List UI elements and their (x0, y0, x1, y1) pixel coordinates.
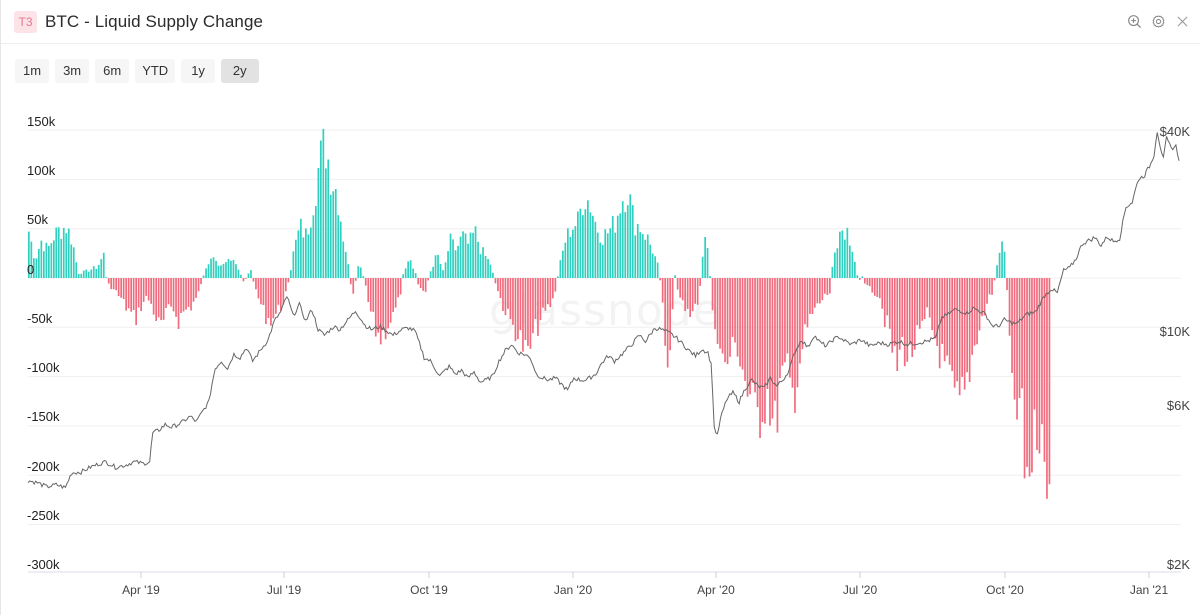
x-tick-label: Jan '20 (553, 583, 593, 597)
range-2y-button[interactable]: 2y (220, 59, 259, 83)
x-tick-label: Jul '20 (842, 583, 878, 597)
gear-icon[interactable] (1149, 12, 1167, 30)
x-tick-label: Apr '20 (697, 583, 735, 597)
panel-header: T3 BTC - Liquid Supply Change (1, 0, 1200, 44)
supply-change-bars (28, 128, 1051, 499)
y-tick-label: -150k (27, 409, 60, 424)
x-tick-label: Jul '19 (266, 583, 302, 597)
range-ytd-button[interactable]: YTD (135, 59, 176, 83)
header-actions (1125, 12, 1191, 30)
zoom-in-icon[interactable] (1125, 12, 1143, 30)
y-tick-label: 50k (27, 212, 48, 227)
x-tick-label: Apr '19 (122, 583, 160, 597)
tier-badge: T3 (14, 11, 37, 33)
y-tick-label: 100k (27, 163, 56, 178)
y-tick-label: 150k (27, 114, 56, 129)
y-tick-label: -200k (27, 459, 60, 474)
right-axis-label: $10K (1159, 324, 1190, 339)
x-tick-label: Oct '20 (986, 583, 1024, 597)
chart-title: BTC - Liquid Supply Change (45, 12, 264, 31)
right-axis-label: $2K (1166, 557, 1190, 572)
y-tick-label: 0 (27, 262, 35, 277)
range-1y-button[interactable]: 1y (181, 59, 215, 83)
y-tick-label: -100k (27, 360, 60, 375)
range-1m-button[interactable]: 1m (15, 59, 50, 83)
y-tick-label: -250k (27, 508, 60, 523)
range-3m-button[interactable]: 3m (55, 59, 90, 83)
time-range-selector: 1m 3m 6m YTD 1y 2y (15, 59, 259, 83)
price-line (27, 132, 1180, 490)
grid-lines (28, 129, 1181, 525)
x-tick-label: Oct '19 (410, 583, 448, 597)
y-tick-label: -50k (27, 311, 53, 326)
range-6m-button[interactable]: 6m (95, 59, 130, 83)
x-tick-label: Jan '21 (1129, 583, 1169, 597)
right-axis-label: $40K (1159, 124, 1190, 139)
y-tick-label: -300k (27, 557, 60, 572)
right-axis-label: $6K (1166, 398, 1190, 413)
x-axis-ticks (140, 572, 1150, 578)
close-icon[interactable] (1173, 12, 1191, 30)
